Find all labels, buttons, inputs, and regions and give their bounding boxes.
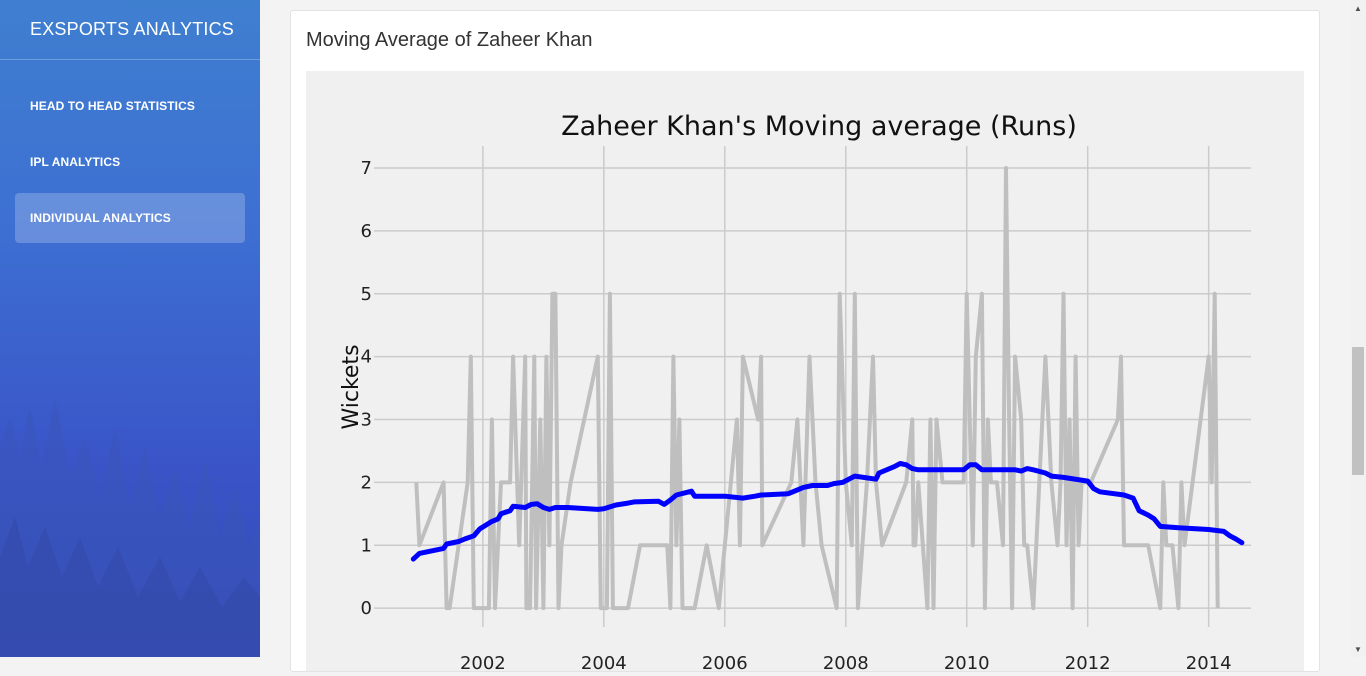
vertical-scrollbar[interactable]: ▲ ▼ bbox=[1350, 0, 1366, 657]
y-tick-label: 3 bbox=[361, 410, 372, 431]
x-tick-label: 2010 bbox=[944, 653, 990, 671]
forest-background-image bbox=[0, 397, 260, 657]
scroll-up-button[interactable]: ▲ bbox=[1350, 0, 1366, 16]
y-tick-label: 7 bbox=[361, 158, 372, 179]
sidebar: EXSPORTS ANALYTICS HEAD TO HEAD STATISTI… bbox=[0, 0, 260, 657]
raw-wickets-line bbox=[414, 166, 1220, 611]
chart-title: Zaheer Khan's Moving average (Runs) bbox=[561, 111, 1077, 142]
scroll-down-button[interactable]: ▼ bbox=[1350, 641, 1366, 657]
chart-container: 0 1 2 3 4 5 6 7 2002 2004 2006 2008 2010 2012 2014 Zah… bbox=[306, 71, 1304, 674]
moving-average-line bbox=[410, 461, 1245, 562]
y-axis-label: Wickets bbox=[339, 344, 364, 429]
sidebar-item-head-to-head-statistics[interactable]: HEAD TO HEAD STATISTICS bbox=[30, 99, 195, 113]
x-tick-label: 2002 bbox=[460, 653, 506, 671]
y-tick-label: 4 bbox=[361, 347, 372, 368]
app-brand-title[interactable]: EXSPORTS ANALYTICS bbox=[0, 0, 260, 60]
chart-card: Moving Average of Zaheer Khan 0 1 2 3 4 5 6 7 20… bbox=[290, 10, 1320, 674]
x-tick-label: 2006 bbox=[702, 653, 748, 671]
y-tick-label: 1 bbox=[361, 535, 372, 556]
y-tick-label: 0 bbox=[361, 598, 372, 619]
card-title: Moving Average of Zaheer Khan bbox=[306, 29, 593, 51]
sidebar-item-individual-analytics[interactable]: INDIVIDUAL ANALYTICS bbox=[15, 193, 245, 243]
triangle-down-icon: ▼ bbox=[1354, 644, 1362, 654]
x-tick-label: 2008 bbox=[823, 653, 869, 671]
main-content: Moving Average of Zaheer Khan 0 1 2 3 4 5 6 7 20… bbox=[260, 0, 1350, 674]
scrollbar-thumb[interactable] bbox=[1352, 347, 1364, 475]
x-tick-label: 2012 bbox=[1065, 653, 1111, 671]
y-tick-label: 6 bbox=[361, 221, 372, 242]
moving-average-chart: 0 1 2 3 4 5 6 7 2002 2004 2006 2008 2010 2012 2014 Zah… bbox=[306, 71, 1304, 674]
y-tick-label: 2 bbox=[361, 472, 372, 493]
x-tick-label: 2004 bbox=[581, 653, 627, 671]
y-tick-label: 5 bbox=[361, 284, 372, 305]
sidebar-item-ipl-analytics[interactable]: IPL ANALYTICS bbox=[30, 155, 121, 169]
sidebar-nav: HEAD TO HEAD STATISTICS IPL ANALYTICS IN… bbox=[15, 81, 245, 249]
x-tick-label: 2014 bbox=[1186, 653, 1232, 671]
triangle-up-icon: ▲ bbox=[1354, 3, 1362, 13]
